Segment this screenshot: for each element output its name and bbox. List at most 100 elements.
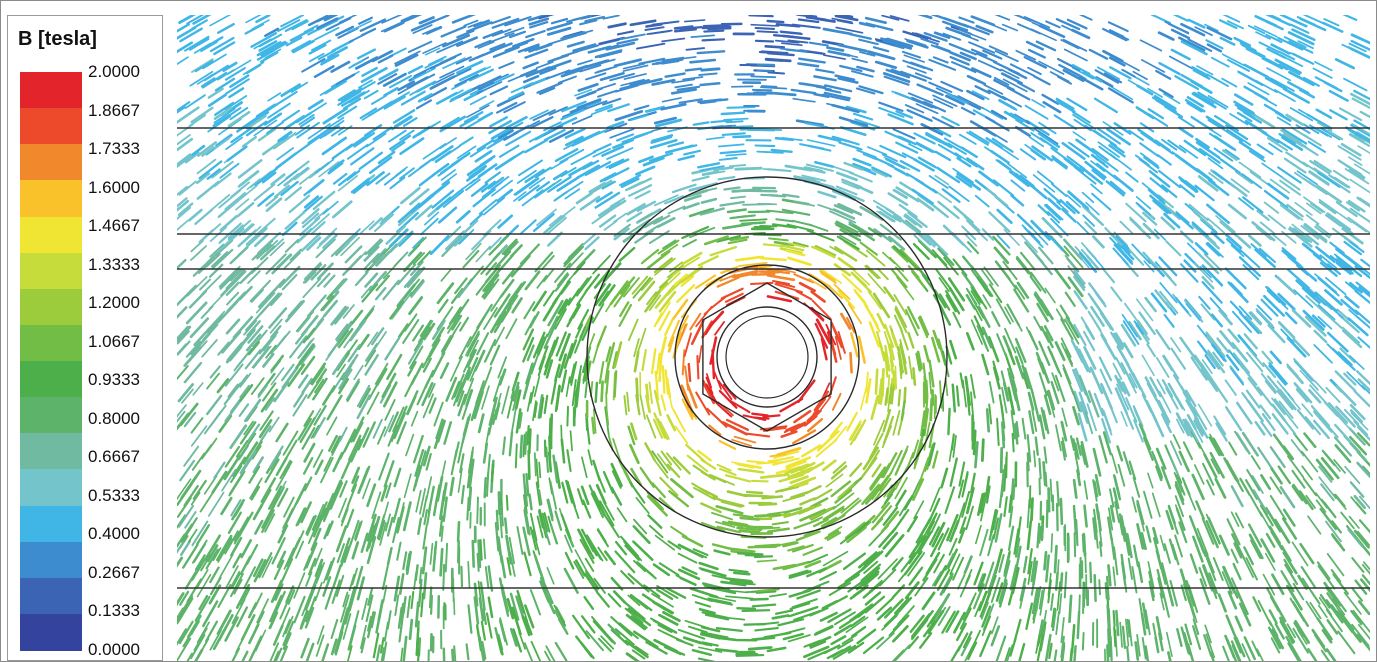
field-vector bbox=[1358, 519, 1370, 534]
field-vector bbox=[933, 553, 945, 574]
field-vector bbox=[544, 650, 552, 661]
field-vector bbox=[285, 585, 295, 604]
field-vector bbox=[918, 456, 930, 485]
field-vector bbox=[548, 129, 575, 143]
field-vector bbox=[1184, 98, 1206, 113]
field-vector bbox=[945, 610, 960, 633]
field-vector bbox=[1266, 67, 1292, 82]
field-vector bbox=[1309, 124, 1329, 137]
field-vector bbox=[1318, 604, 1328, 619]
field-vector bbox=[882, 408, 892, 433]
field-vector bbox=[1329, 109, 1348, 121]
field-vector bbox=[788, 242, 806, 248]
field-vector bbox=[1143, 436, 1154, 461]
field-vectors bbox=[177, 15, 1370, 661]
field-vector bbox=[178, 504, 195, 528]
field-vector bbox=[579, 64, 602, 73]
field-vector bbox=[450, 88, 473, 102]
field-vector bbox=[744, 432, 771, 438]
field-vector bbox=[530, 76, 549, 86]
field-vector bbox=[262, 334, 277, 352]
field-vector bbox=[306, 236, 322, 251]
field-vector bbox=[1027, 561, 1033, 585]
field-vector bbox=[1198, 295, 1211, 310]
field-vector bbox=[383, 460, 395, 488]
field-vector bbox=[1232, 562, 1242, 581]
field-vector bbox=[488, 119, 512, 135]
field-vector bbox=[1180, 22, 1206, 37]
field-vector bbox=[249, 279, 271, 303]
field-vector bbox=[1179, 263, 1199, 283]
field-vector bbox=[769, 453, 786, 458]
field-vector bbox=[635, 165, 656, 176]
field-vector bbox=[364, 272, 379, 288]
field-vector bbox=[460, 484, 465, 505]
field-vector bbox=[1152, 537, 1161, 558]
field-vector bbox=[1178, 450, 1190, 473]
field-vector bbox=[1206, 479, 1215, 496]
field-vector bbox=[1072, 405, 1080, 426]
field-vector bbox=[1184, 299, 1204, 323]
field-vector bbox=[1000, 370, 1009, 397]
field-vector bbox=[1000, 68, 1020, 79]
field-vector bbox=[1259, 404, 1272, 420]
field-vector bbox=[914, 178, 938, 194]
field-vector bbox=[977, 305, 991, 328]
field-vector bbox=[587, 333, 596, 352]
field-vector bbox=[399, 602, 405, 623]
field-vector bbox=[601, 180, 616, 190]
field-vector bbox=[300, 345, 316, 366]
field-vector bbox=[496, 92, 525, 107]
field-vector bbox=[822, 505, 845, 521]
field-vector bbox=[614, 540, 628, 556]
field-vector bbox=[1132, 372, 1147, 399]
field-vector bbox=[690, 34, 715, 39]
field-vector bbox=[993, 78, 1015, 92]
field-vector bbox=[683, 19, 706, 23]
field-vector bbox=[772, 279, 791, 285]
field-vector bbox=[700, 631, 729, 639]
field-vector bbox=[938, 277, 950, 293]
field-vector bbox=[190, 239, 204, 253]
field-vector bbox=[1264, 380, 1277, 394]
field-vector bbox=[864, 591, 882, 606]
field-vector bbox=[231, 647, 241, 661]
field-vector bbox=[470, 182, 489, 198]
field-vector bbox=[208, 289, 229, 310]
field-vector bbox=[766, 295, 793, 303]
field-vector bbox=[1331, 520, 1343, 534]
field-vector bbox=[177, 383, 195, 403]
field-vector bbox=[489, 314, 503, 334]
field-vector bbox=[703, 235, 729, 246]
field-vector bbox=[644, 26, 665, 31]
field-vector bbox=[752, 233, 782, 237]
field-vector bbox=[942, 224, 965, 246]
field-vector bbox=[658, 497, 675, 512]
field-vector bbox=[1204, 354, 1216, 370]
field-vector bbox=[698, 72, 718, 77]
field-vector bbox=[422, 393, 434, 419]
field-vector bbox=[440, 460, 447, 483]
field-vector bbox=[245, 333, 262, 352]
field-vector bbox=[466, 157, 493, 177]
field-vector bbox=[335, 525, 348, 553]
field-vector bbox=[970, 285, 983, 304]
field-vector bbox=[739, 218, 768, 222]
field-vector bbox=[268, 445, 284, 470]
field-vector bbox=[835, 26, 864, 34]
field-vector bbox=[770, 148, 793, 154]
field-vector bbox=[1090, 296, 1105, 316]
field-vector bbox=[366, 171, 385, 187]
field-vector bbox=[217, 341, 230, 356]
field-vector bbox=[223, 454, 241, 481]
field-vector bbox=[196, 141, 218, 157]
field-vector bbox=[569, 363, 576, 384]
field-vector bbox=[457, 467, 463, 493]
field-vector bbox=[529, 385, 535, 404]
field-vector bbox=[302, 277, 322, 299]
field-vector bbox=[948, 185, 970, 203]
field-vector bbox=[1080, 242, 1097, 260]
field-vector bbox=[484, 171, 501, 184]
field-vector bbox=[366, 391, 380, 415]
